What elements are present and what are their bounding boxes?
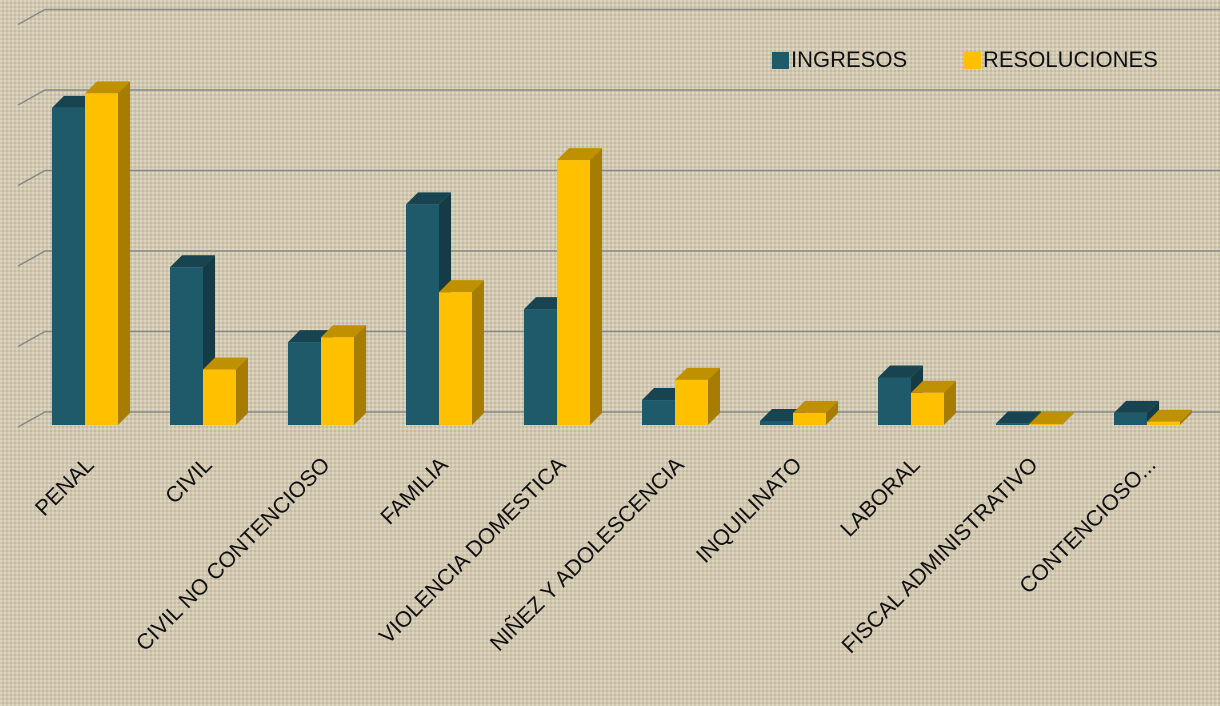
grid-line <box>17 250 1220 267</box>
bar-top <box>1147 409 1192 422</box>
bar <box>557 148 602 425</box>
bar-top <box>170 255 215 268</box>
bar <box>793 400 838 425</box>
legend-swatch <box>772 52 789 69</box>
bar <box>203 357 248 425</box>
bar-top <box>203 357 248 370</box>
bar-front <box>557 160 590 425</box>
bar-side <box>472 280 484 425</box>
bar-front <box>524 309 557 425</box>
bar-side <box>708 367 720 425</box>
legend-swatch <box>964 52 981 69</box>
bar <box>1114 400 1159 425</box>
bar-front <box>52 107 85 425</box>
bar-front <box>1147 421 1180 425</box>
bar-front <box>288 342 321 425</box>
legend-label: INGRESOS <box>791 47 907 72</box>
bar-front <box>439 292 472 425</box>
bar-front <box>1114 412 1147 425</box>
bar-side <box>826 400 838 425</box>
bar-side <box>590 148 602 425</box>
bar-side <box>1180 409 1192 425</box>
bar-front <box>1029 424 1062 425</box>
bar-side <box>1062 412 1074 425</box>
bar-front <box>321 337 354 425</box>
grid-line <box>17 8 1220 26</box>
bar-top <box>439 280 484 293</box>
x-tick-label: FAMILIA <box>375 452 453 530</box>
grid-line <box>17 89 1220 106</box>
bar-top <box>911 380 956 393</box>
bar-side <box>944 380 956 425</box>
bar-front <box>911 392 944 425</box>
bar-front <box>406 204 439 425</box>
bar-front <box>675 379 708 425</box>
bar-front <box>760 420 793 425</box>
x-tick-label: INQUILINATO <box>691 452 807 568</box>
bar <box>675 367 720 425</box>
bar-front <box>85 93 118 425</box>
bar-top <box>85 81 130 94</box>
bar-side <box>118 81 130 425</box>
x-tick-label: LABORAL <box>835 452 924 541</box>
bar-top <box>406 192 451 205</box>
x-tick-label: CIVIL <box>160 452 217 509</box>
bar <box>911 380 956 425</box>
bar-top <box>675 367 720 380</box>
x-tick-label: VIOLENCIA DOMESTICA <box>374 452 571 649</box>
x-tick-label: CIVIL NO CONTENCIOSO <box>131 452 335 656</box>
bar-top <box>793 400 838 413</box>
legend-label: RESOLUCIONES <box>983 47 1158 72</box>
bar-top <box>1029 412 1074 425</box>
bar-top <box>1114 400 1159 413</box>
bar <box>439 280 484 425</box>
bar-top <box>878 365 923 378</box>
bar <box>1029 412 1074 425</box>
bar-front <box>996 423 1029 425</box>
bar-front <box>878 377 911 425</box>
bar-front <box>642 400 675 425</box>
bar-front <box>203 369 236 425</box>
bar <box>321 325 366 425</box>
bar-top <box>996 411 1041 424</box>
x-tick-label: NIÑEZ Y ADOLESCENCIA <box>485 452 689 656</box>
bar-side <box>354 325 366 425</box>
x-tick-label: FISCAL ADMINISTRATIVO <box>837 452 1043 658</box>
bar-top <box>557 148 602 161</box>
bar-top <box>321 325 366 338</box>
bar-side <box>236 357 248 425</box>
grid-line <box>17 169 1220 187</box>
bar-front <box>170 267 203 425</box>
bar-front <box>793 412 826 425</box>
x-tick-label: PENAL <box>30 452 99 521</box>
bar <box>85 81 130 425</box>
grid-line <box>17 330 1220 348</box>
bar <box>1147 409 1192 425</box>
